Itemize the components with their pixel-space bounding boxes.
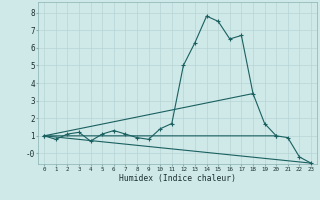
X-axis label: Humidex (Indice chaleur): Humidex (Indice chaleur)	[119, 174, 236, 183]
